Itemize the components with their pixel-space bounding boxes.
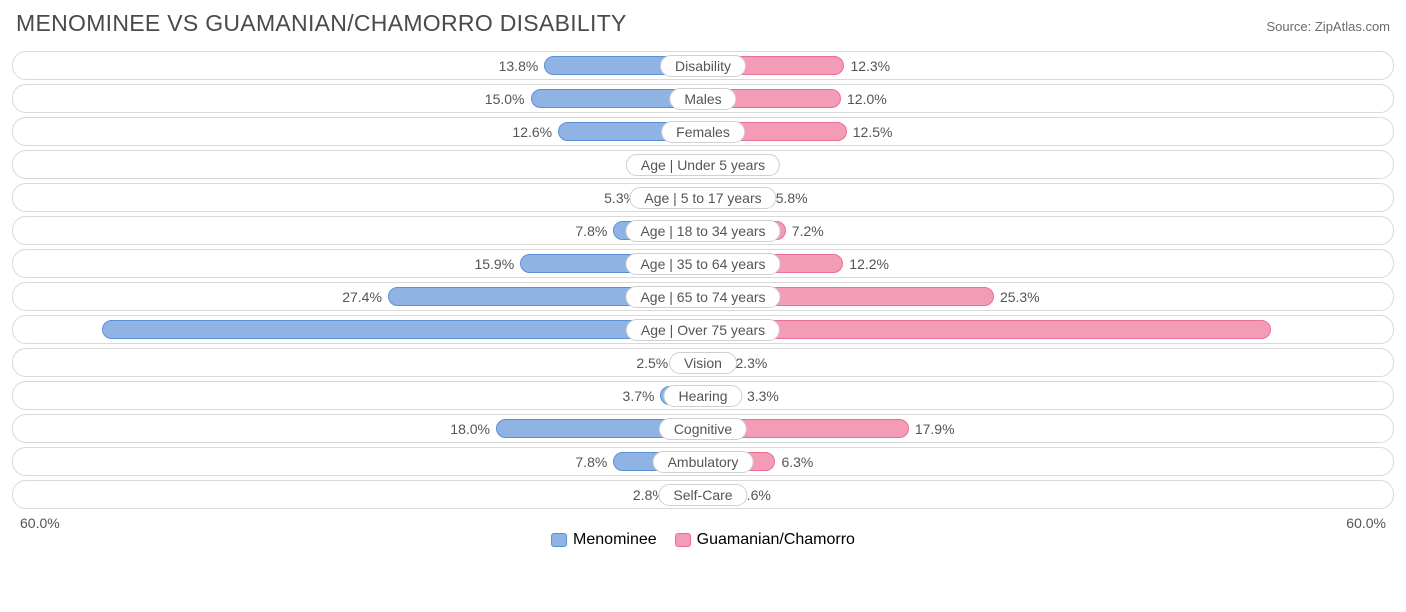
chart-rows: 13.8% 12.3% Disability 15.0% 12.0% Males 12.6%… bbox=[12, 51, 1394, 509]
row-label: Females bbox=[661, 121, 745, 143]
bar-value-right: 6.3% bbox=[781, 454, 813, 470]
row-label: Age | 18 to 34 years bbox=[625, 220, 780, 242]
row-label: Age | 65 to 74 years bbox=[625, 286, 780, 308]
legend-swatch-left bbox=[551, 533, 567, 547]
chart-row: 12.6% 12.5% Females bbox=[12, 117, 1394, 146]
legend-item-left: Menominee bbox=[551, 531, 657, 549]
legend-item-right: Guamanian/Chamorro bbox=[675, 531, 855, 549]
row-label: Age | 35 to 64 years bbox=[625, 253, 780, 275]
row-label: Males bbox=[669, 88, 736, 110]
bar-value-left: 7.8% bbox=[575, 223, 607, 239]
row-label: Hearing bbox=[663, 385, 742, 407]
bar-value-right: 7.2% bbox=[792, 223, 824, 239]
row-label: Cognitive bbox=[659, 418, 747, 440]
bar-value-right: 3.3% bbox=[747, 388, 779, 404]
bar-value-left: 52.3% bbox=[23, 322, 63, 338]
legend-swatch-right bbox=[675, 533, 691, 547]
chart-row: 52.3% 49.4% Age | Over 75 years bbox=[12, 315, 1394, 344]
bar-value-right: 12.5% bbox=[853, 124, 893, 140]
bar-value-right: 49.4% bbox=[1343, 322, 1383, 338]
row-label: Ambulatory bbox=[653, 451, 754, 473]
row-label: Age | 5 to 17 years bbox=[629, 187, 776, 209]
bar-value-left: 13.8% bbox=[499, 58, 539, 74]
chart-row: 13.8% 12.3% Disability bbox=[12, 51, 1394, 80]
axis-max-left: 60.0% bbox=[20, 515, 60, 531]
bar-value-left: 27.4% bbox=[342, 289, 382, 305]
chart-row: 15.0% 12.0% Males bbox=[12, 84, 1394, 113]
chart-row: 3.7% 3.3% Hearing bbox=[12, 381, 1394, 410]
row-label: Age | Over 75 years bbox=[626, 319, 780, 341]
bar-value-right: 2.3% bbox=[735, 355, 767, 371]
chart-source: Source: ZipAtlas.com bbox=[1266, 19, 1390, 34]
bar-value-left: 7.8% bbox=[575, 454, 607, 470]
row-label: Disability bbox=[660, 55, 746, 77]
legend-label-right: Guamanian/Chamorro bbox=[697, 531, 855, 549]
bar-value-right: 17.9% bbox=[915, 421, 955, 437]
bar-value-left: 12.6% bbox=[512, 124, 552, 140]
bar-value-right: 12.2% bbox=[849, 256, 889, 272]
bar-value-right: 5.8% bbox=[776, 190, 808, 206]
chart-title: MENOMINEE VS GUAMANIAN/CHAMORRO DISABILI… bbox=[16, 10, 627, 37]
bar-left bbox=[102, 320, 703, 339]
bar-value-left: 18.0% bbox=[450, 421, 490, 437]
chart-row: 18.0% 17.9% Cognitive bbox=[12, 414, 1394, 443]
bar-value-left: 2.5% bbox=[636, 355, 668, 371]
chart-row: 5.3%5.8%Age | 5 to 17 years bbox=[12, 183, 1394, 212]
bar-value-right: 12.3% bbox=[850, 58, 890, 74]
chart-row: 27.4% 25.3% Age | 65 to 74 years bbox=[12, 282, 1394, 311]
bar-value-right: 12.0% bbox=[847, 91, 887, 107]
axis-max-right: 60.0% bbox=[1346, 515, 1386, 531]
chart-row: 2.8%2.6%Self-Care bbox=[12, 480, 1394, 509]
chart-row: 15.9% 12.2% Age | 35 to 64 years bbox=[12, 249, 1394, 278]
chart-row: 7.8% 7.2% Age | 18 to 34 years bbox=[12, 216, 1394, 245]
bar-value-left: 3.7% bbox=[623, 388, 655, 404]
chart-row: 2.3%1.2%Age | Under 5 years bbox=[12, 150, 1394, 179]
chart-header: MENOMINEE VS GUAMANIAN/CHAMORRO DISABILI… bbox=[12, 10, 1394, 37]
chart-footer: 60.0% 60.0% Menominee Guamanian/Chamorro bbox=[12, 515, 1394, 537]
bar-value-right: 25.3% bbox=[1000, 289, 1040, 305]
legend-label-left: Menominee bbox=[573, 531, 657, 549]
row-label: Self-Care bbox=[658, 484, 747, 506]
chart-row: 2.5% 2.3%Vision bbox=[12, 348, 1394, 377]
chart-legend: Menominee Guamanian/Chamorro bbox=[551, 531, 855, 549]
bar-value-left: 15.0% bbox=[485, 91, 525, 107]
bar-value-left: 15.9% bbox=[474, 256, 514, 272]
row-label: Vision bbox=[669, 352, 737, 374]
bar-right bbox=[703, 320, 1271, 339]
row-label: Age | Under 5 years bbox=[626, 154, 780, 176]
chart-row: 7.8% 6.3% Ambulatory bbox=[12, 447, 1394, 476]
